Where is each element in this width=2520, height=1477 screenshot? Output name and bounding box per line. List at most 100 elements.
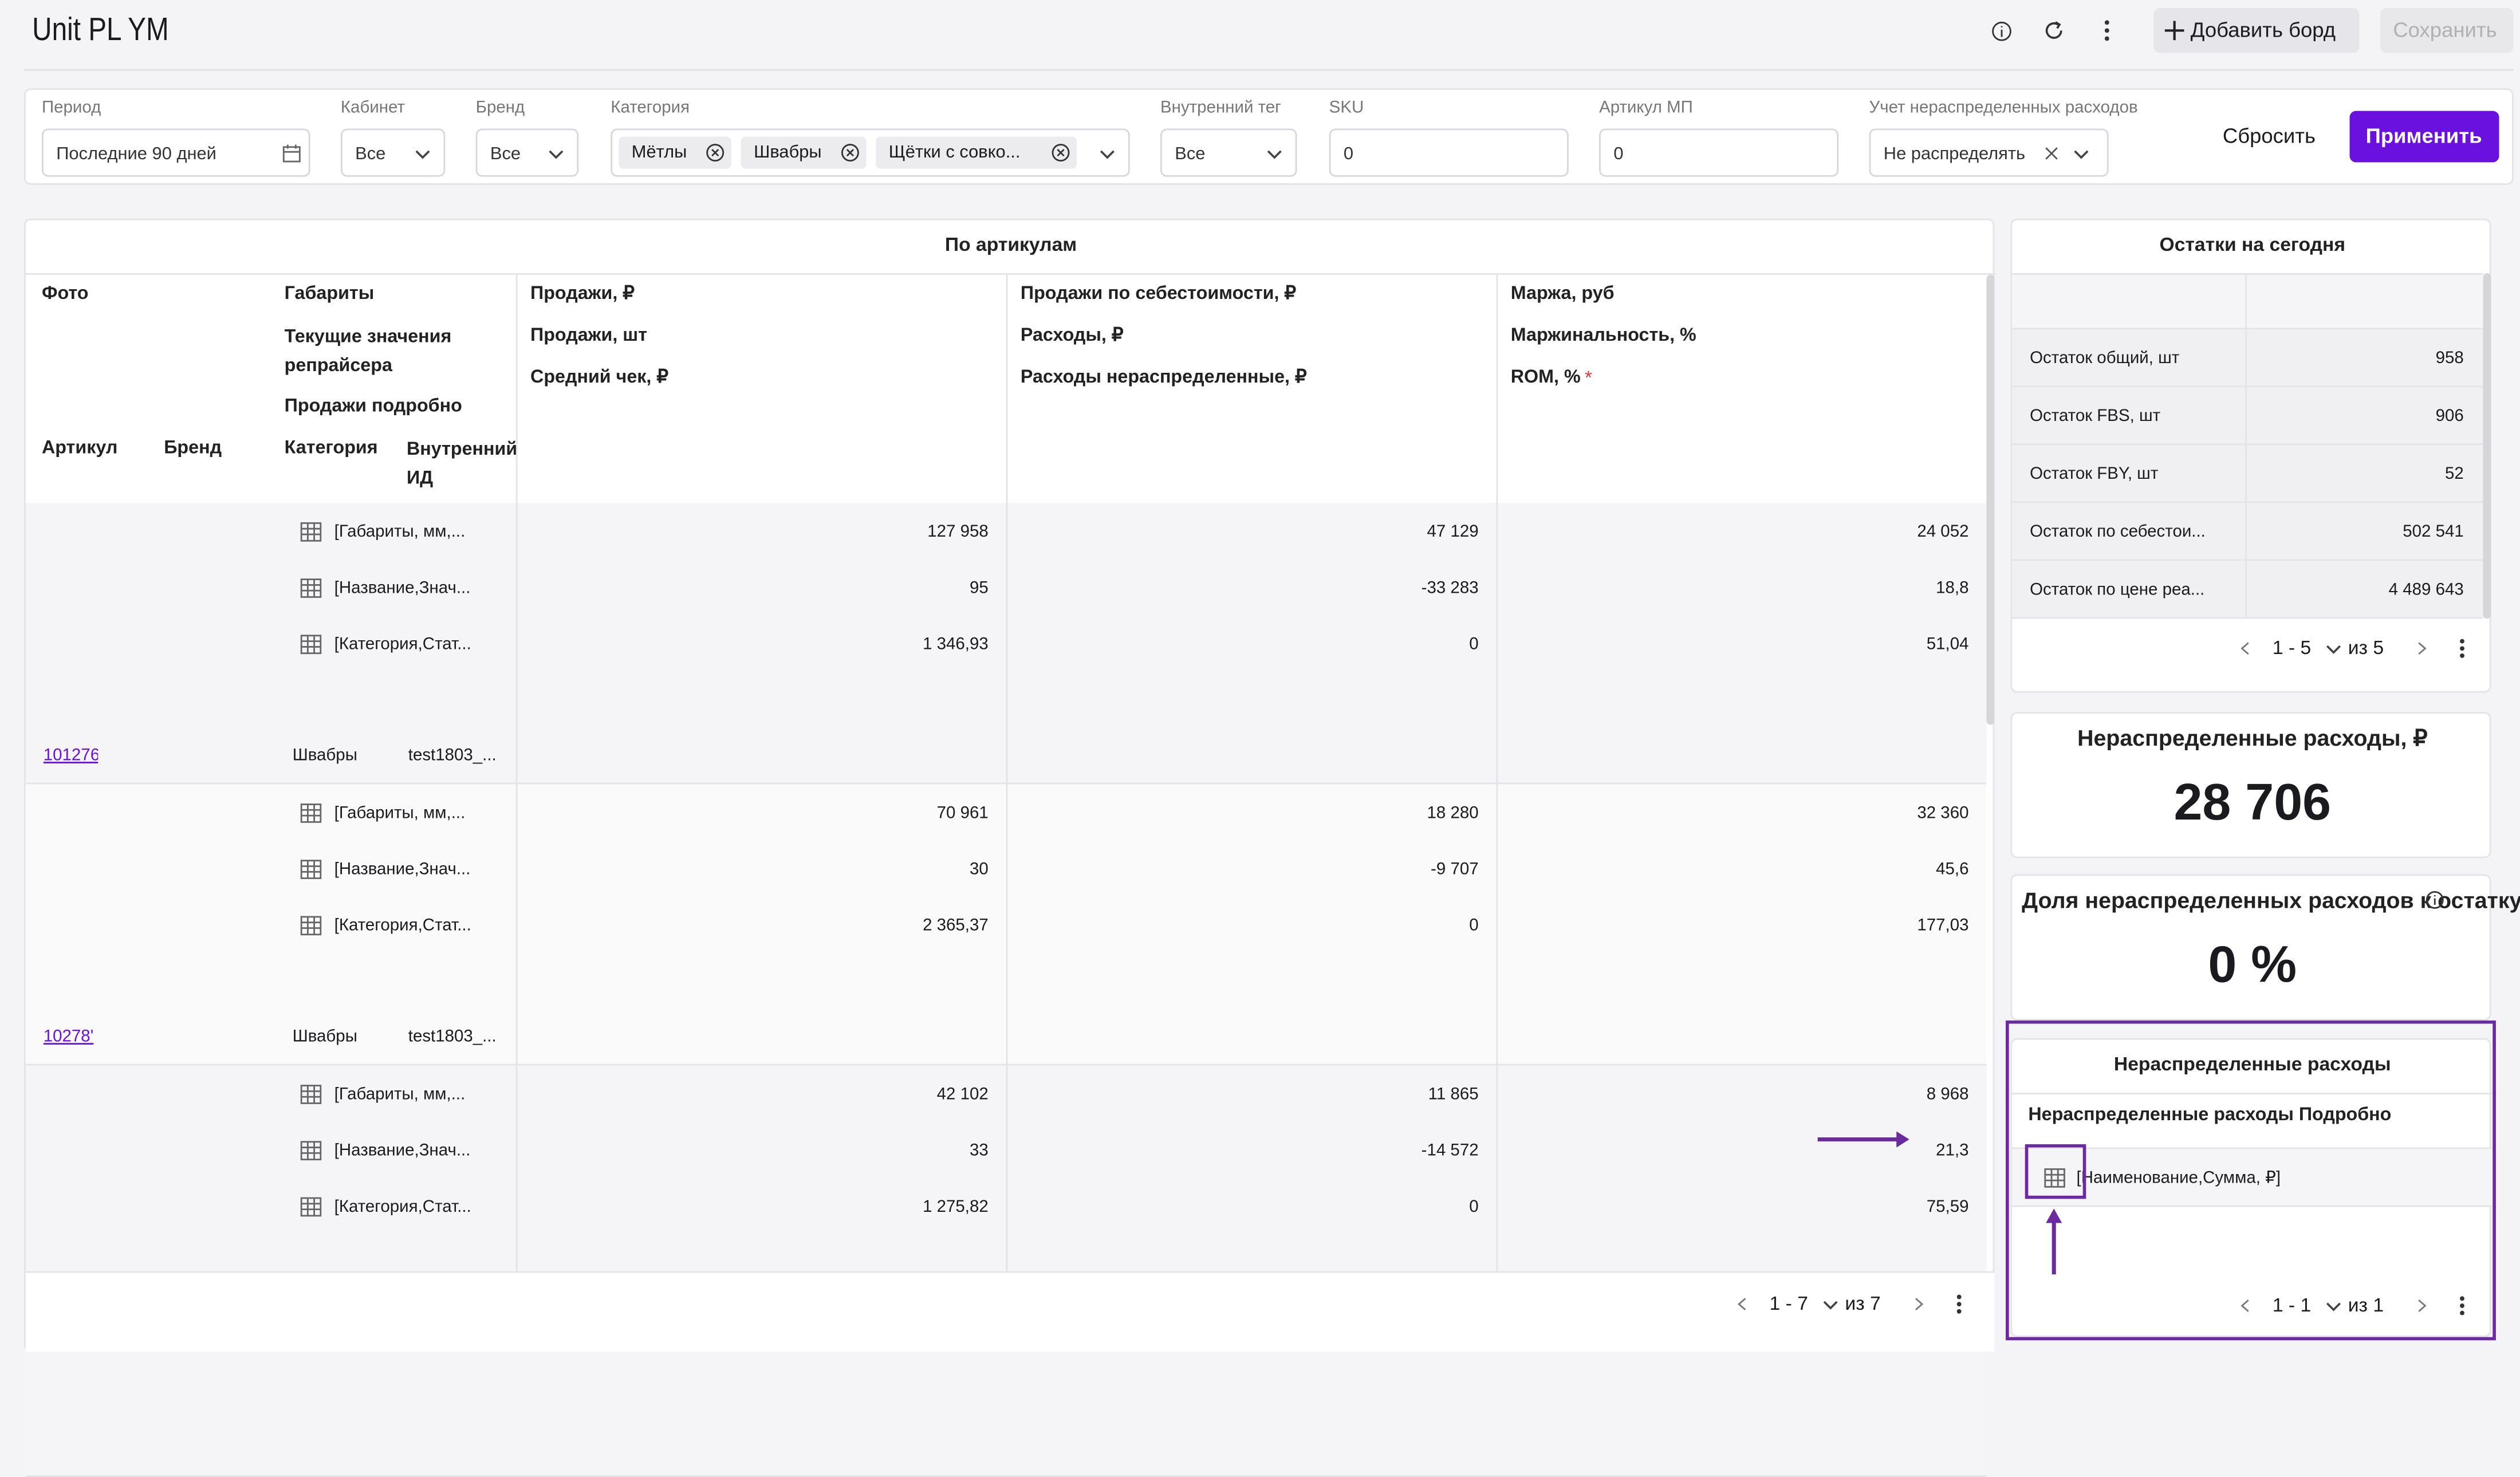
filter-input[interactable]: 0 <box>1329 128 1569 177</box>
stock-row: Остаток по цене реа... 4 489 643 <box>2012 561 2483 619</box>
table-icon-part <box>301 1141 321 1160</box>
page-range[interactable]: 1 - 7 <box>1769 1292 1808 1315</box>
cell-value: 18,8 <box>1936 578 1969 598</box>
filter-value: Все <box>490 144 521 164</box>
cell-value: 127 958 <box>927 522 989 542</box>
more-menu-part <box>2460 1303 2464 1308</box>
stock-title: Остатки на сегодня <box>2159 233 2346 256</box>
internal-id: test1803_... <box>408 746 497 765</box>
next-page <box>1915 1298 1924 1311</box>
filter-input[interactable]: 0 <box>1599 128 1839 177</box>
more-menu <box>2104 20 2109 41</box>
info-icon-part <box>2426 891 2444 909</box>
prev-page <box>2241 642 2249 655</box>
cell-value: 33 <box>969 1141 989 1161</box>
chevron-icon <box>1267 150 1282 159</box>
more-menu <box>2460 639 2464 658</box>
chevron-icon-part <box>2074 150 2089 159</box>
table-row: [Габариты, мм,... [Название,Знач... [Катег… <box>25 784 1987 1066</box>
category-chip[interactable]: Щётки с совко... <box>876 136 1077 169</box>
detail-link[interactable]: [Габариты, мм,... <box>334 804 466 823</box>
annotation-arrow <box>2046 1208 2062 1275</box>
reset-button[interactable]: Сбросить <box>2207 111 2335 163</box>
detail-link[interactable]: [Категория,Стат... <box>334 916 471 936</box>
cell-value: 11 865 <box>1428 1085 1479 1104</box>
chevron-icon-part <box>2326 645 2341 654</box>
table-icon <box>300 916 322 936</box>
cell-value: 0 <box>1469 635 1479 655</box>
add-board-label: Добавить борд <box>2190 17 2336 42</box>
column-header: Категория <box>284 439 378 458</box>
page-range[interactable]: 1 - 1 <box>2272 1293 2312 1317</box>
table-icon <box>300 578 322 598</box>
chevron-icon <box>2326 1302 2341 1311</box>
filter-value: Последние 90 дней <box>56 144 216 164</box>
column-divider <box>1496 1065 1498 1347</box>
stock-label: Остаток по себестои... <box>2030 522 2206 542</box>
filter-input[interactable]: Все <box>1160 128 1297 177</box>
chevron-icon-part <box>1267 150 1282 159</box>
stock-label: Остаток FBS, шт <box>2030 406 2161 426</box>
detail-link[interactable]: [Категория,Стат... <box>334 635 471 655</box>
filter-label: SKU <box>1329 98 1364 117</box>
chevron-icon <box>2326 645 2341 654</box>
detail-link[interactable]: [Название,Знач... <box>334 860 471 879</box>
detail-link[interactable]: [Категория,Стат... <box>334 1197 471 1217</box>
annotation-arrow-part <box>1896 1131 1909 1148</box>
calendar-icon <box>282 144 301 163</box>
page-range[interactable]: 1 - 5 <box>2272 636 2312 659</box>
column-header: Средний чек, ₽ <box>530 368 668 388</box>
prev-page <box>2241 1299 2249 1312</box>
column-divider <box>515 784 518 1066</box>
detail-link[interactable]: [Габариты, мм,... <box>334 1085 466 1104</box>
detail-link[interactable]: [Наименование,Сумма, ₽] <box>2076 1168 2281 1188</box>
table-icon-part <box>300 916 322 936</box>
chevron-icon-part <box>1823 1301 1838 1310</box>
category-chip[interactable]: Мётлы <box>619 136 731 169</box>
cell-value: 18 280 <box>1427 804 1479 823</box>
save-button[interactable]: Сохранить <box>2380 8 2514 53</box>
table-icon <box>300 635 322 655</box>
category: Швабры <box>292 746 357 765</box>
filter-input[interactable]: Последние 90 дней <box>41 128 310 177</box>
prev-page <box>1738 1298 1746 1311</box>
chevron-icon-part <box>2326 1302 2341 1311</box>
table-icon-part <box>300 635 322 655</box>
add-board-button[interactable]: Добавить борд <box>2153 8 2360 53</box>
category-chip[interactable]: Швабры <box>741 136 867 169</box>
chip-remove <box>1052 144 1070 162</box>
plus-icon <box>2164 21 2184 41</box>
chevron-icon <box>549 150 564 159</box>
page-total: из 7 <box>1845 1292 1881 1315</box>
filter-input[interactable]: Не распределять <box>1869 128 2109 177</box>
page-total: из 1 <box>2348 1293 2384 1317</box>
column-divider <box>1496 503 1498 785</box>
apply-button[interactable]: Применить <box>2349 111 2499 163</box>
more-menu <box>1956 1294 1962 1314</box>
save-label: Сохранить <box>2393 17 2497 42</box>
detail-link[interactable]: [Габариты, мм,... <box>334 522 466 542</box>
more-menu-part <box>2460 646 2464 651</box>
detail-link[interactable]: [Название,Знач... <box>334 578 471 598</box>
table-icon-part <box>300 522 322 542</box>
chip-remove-part <box>841 144 859 162</box>
column-divider <box>1496 784 1498 1066</box>
title-divider <box>25 273 1997 275</box>
filter-value: 0 <box>1613 144 1624 164</box>
article-link[interactable]: 101276 <box>43 746 99 765</box>
detail-link[interactable]: [Название,Знач... <box>334 1141 471 1161</box>
filter-label: Период <box>41 98 101 117</box>
unallocated-table: Нераспределенные расходы Нераспределенные… <box>2010 1038 2493 1337</box>
filter-input[interactable]: Мётлы Швабры Щётки с совко... <box>611 128 1130 177</box>
chip-remove <box>706 144 724 162</box>
chevron-icon <box>1823 1301 1838 1310</box>
column-divider <box>2245 503 2247 561</box>
article-link[interactable]: 10278' <box>43 1027 94 1046</box>
filter-input[interactable]: Все <box>340 128 446 177</box>
column-divider <box>2245 387 2247 446</box>
kpi-card: Доля нераспределенных расходов к остатку… <box>2010 874 2520 1021</box>
cell-value: 95 <box>969 578 989 598</box>
filter-input[interactable]: Все <box>475 128 579 177</box>
column-header: Габариты <box>284 284 375 304</box>
prev-page-part <box>2241 1299 2249 1312</box>
